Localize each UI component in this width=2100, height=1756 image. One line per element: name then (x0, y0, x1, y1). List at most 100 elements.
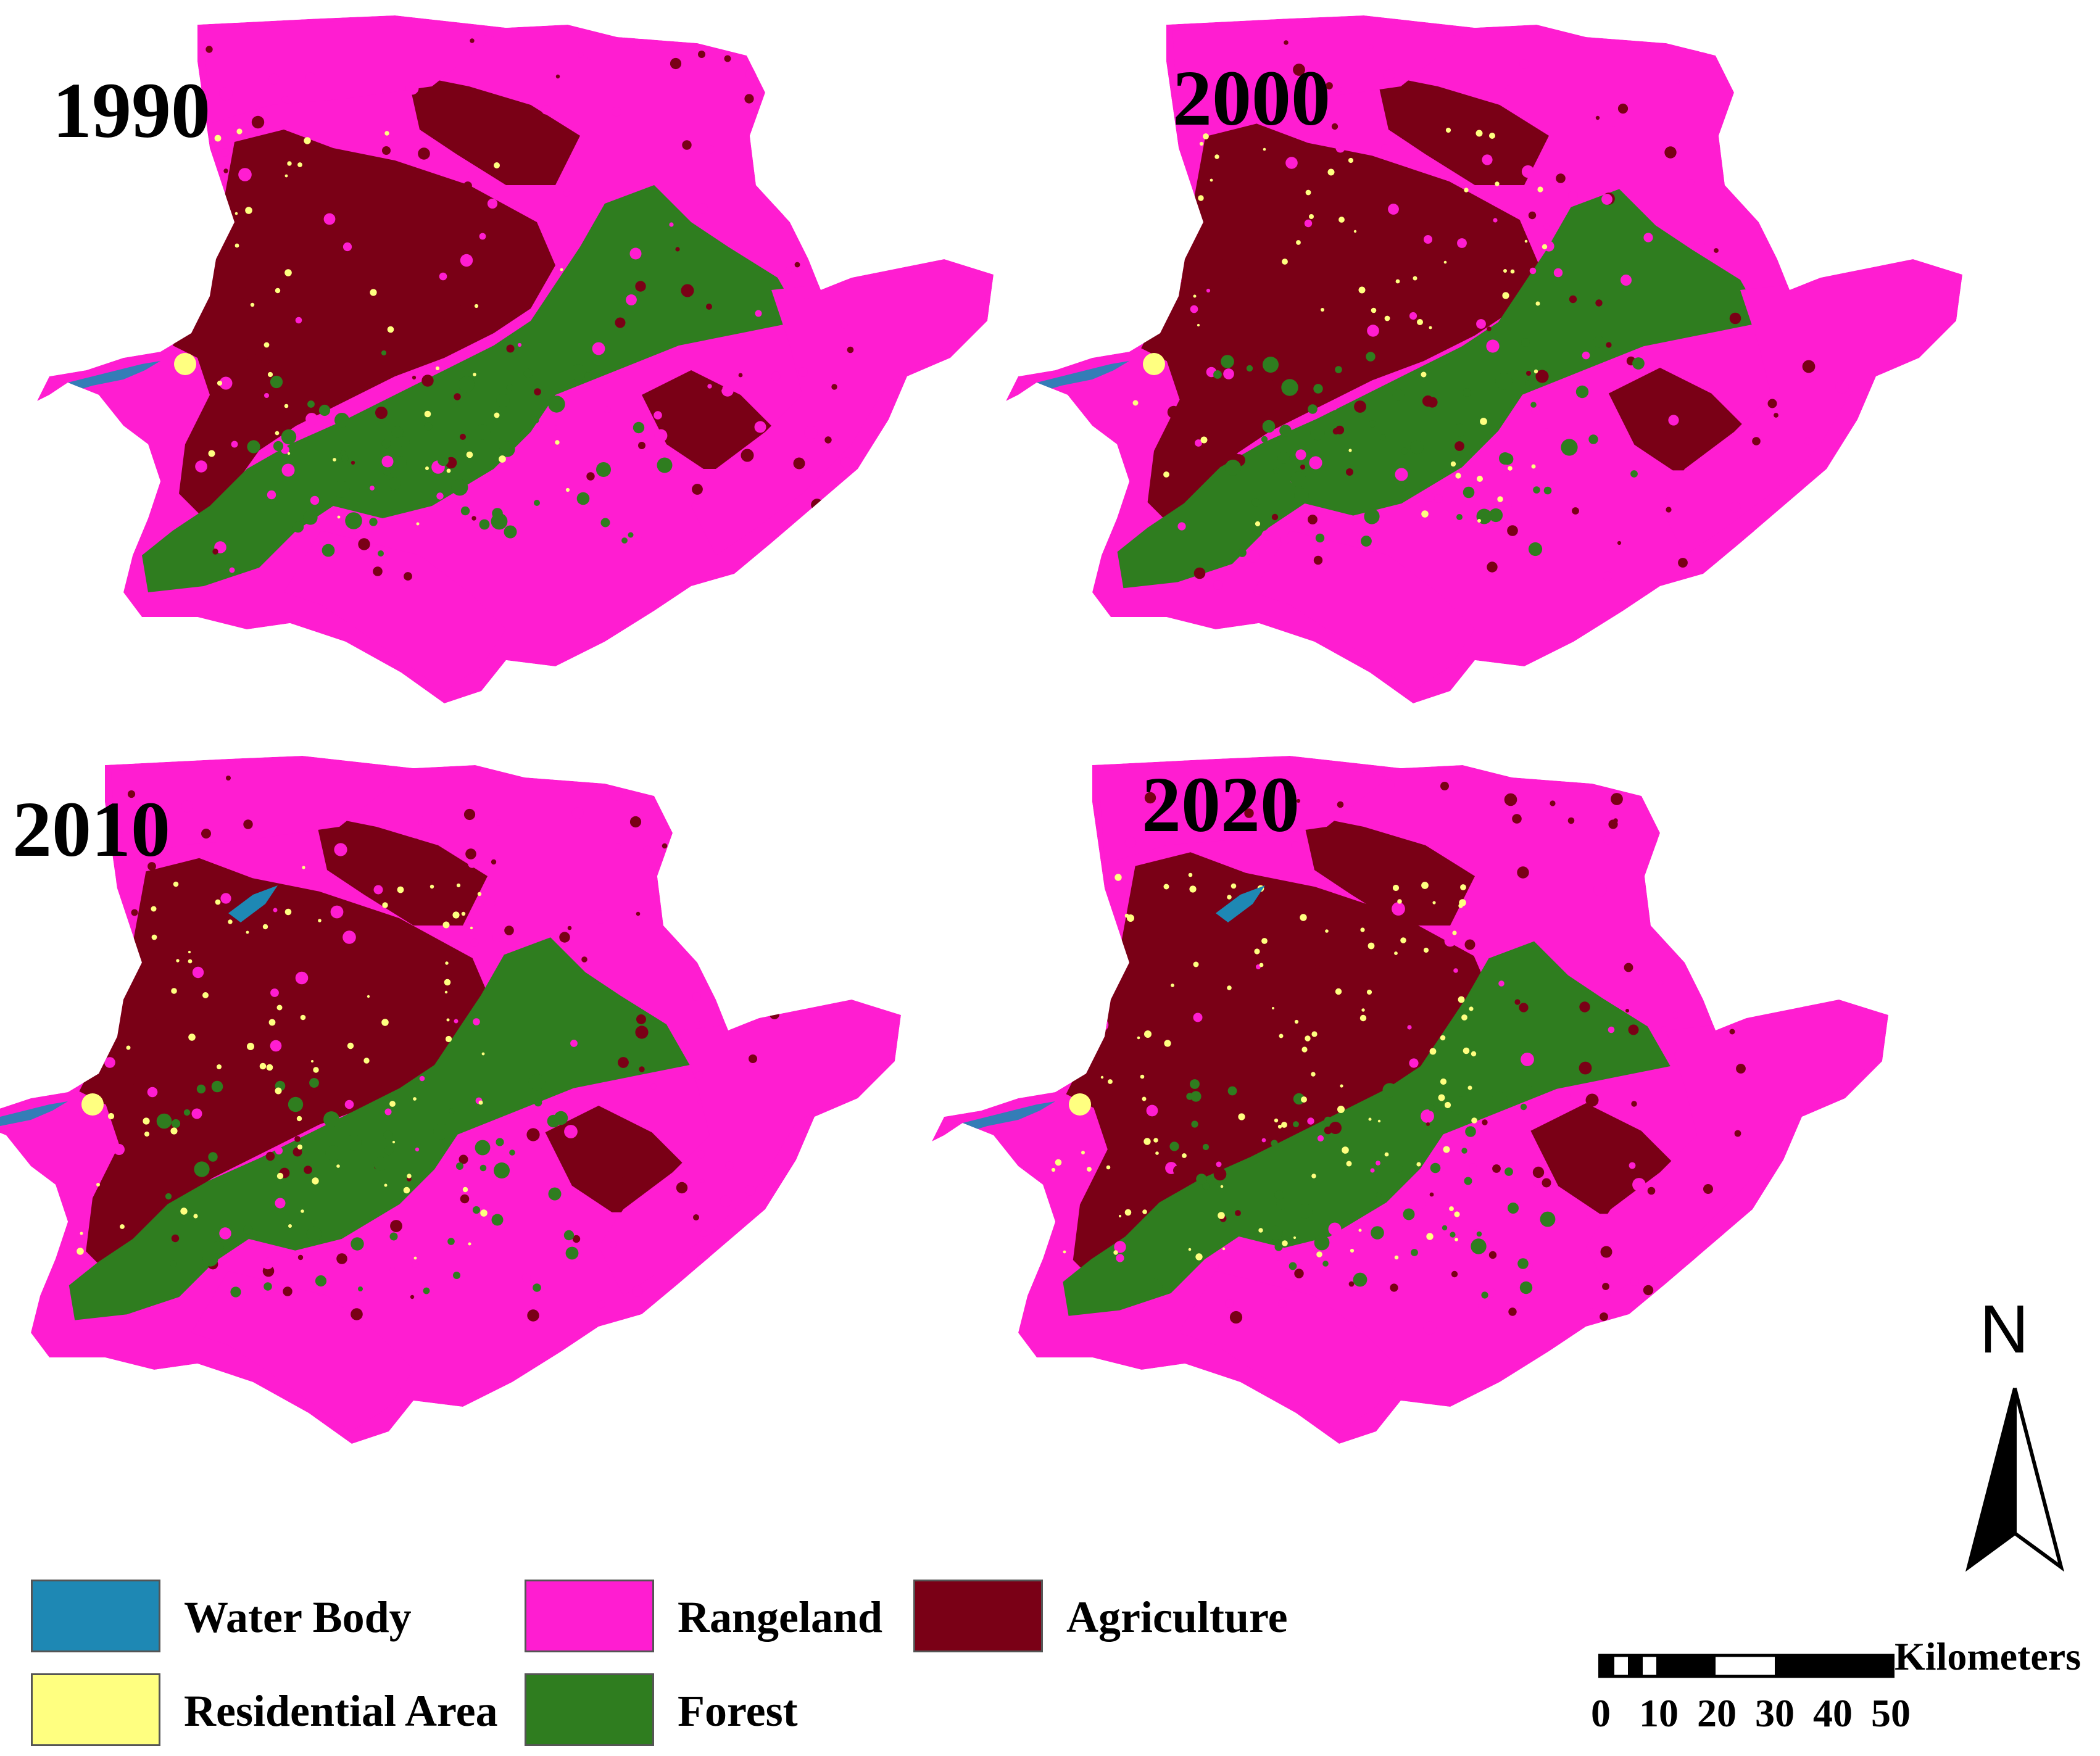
landcover-patch (1314, 964, 1321, 970)
agriculture-area (1141, 123, 1539, 528)
forest-patch (600, 518, 610, 528)
landcover-patch (718, 924, 728, 934)
residential-patch (1395, 279, 1400, 284)
scale-tick-30: 30 (1755, 1691, 1795, 1735)
landcover-patch (1654, 937, 1663, 945)
landcover-patch (483, 897, 496, 909)
residential-patch (80, 906, 86, 912)
landcover-patch (1656, 837, 1669, 851)
landcover-patch (745, 68, 757, 80)
landcover-patch (382, 146, 391, 155)
landcover-patch (131, 909, 138, 916)
residential-patch (1397, 899, 1402, 904)
landcover-patch (205, 46, 213, 53)
landcover-patch (1835, 380, 1849, 394)
residential-patch (1142, 1096, 1147, 1101)
forest-patch (1453, 423, 1466, 437)
landcover-patch (567, 926, 572, 930)
landcover-patch (289, 1028, 300, 1039)
landcover-patch (1543, 223, 1550, 230)
forest-patch (1464, 1177, 1472, 1185)
forest-patch (1481, 1291, 1488, 1299)
residential-patch (1081, 1151, 1085, 1154)
landcover-patch (436, 492, 444, 500)
landcover-patch (555, 74, 560, 79)
residential-patch (247, 1043, 254, 1050)
landcover-patch (181, 800, 193, 813)
landcover-patch (1611, 793, 1623, 805)
legend-label-water-body: Water Body (184, 1592, 412, 1642)
residential-patch (1361, 1008, 1365, 1012)
rangeland-area (1179, 1271, 1401, 1431)
landcover-patch (268, 73, 280, 85)
residential-patch (1421, 510, 1429, 518)
residential-patch (1301, 1096, 1307, 1103)
residential-patch (1305, 189, 1311, 196)
residential-patch (1182, 1153, 1187, 1158)
landcover-patch (1422, 395, 1434, 407)
residential-patch (1114, 874, 1122, 881)
landcover-patch (804, 296, 809, 301)
landcover-patch (1501, 500, 1512, 511)
residential-patch (180, 1207, 188, 1215)
residential-patch (1377, 1119, 1381, 1123)
forest-patch (584, 372, 592, 379)
residential-patch (1454, 1211, 1460, 1217)
landcover-patch (1675, 79, 1680, 84)
residential-patch (1440, 1078, 1447, 1085)
residential-patch (1368, 1117, 1372, 1121)
residential-patch (1137, 1036, 1140, 1040)
residential-patch (1477, 519, 1481, 523)
landcover-patch (1734, 1130, 1741, 1137)
forest-patch (270, 375, 283, 389)
residential-patch (1467, 1085, 1472, 1090)
residential-patch (1480, 418, 1487, 425)
landcover-patch (1193, 410, 1206, 422)
landcover-patch (373, 566, 383, 576)
landcover-patch (1309, 456, 1322, 470)
residential-patch (1188, 1248, 1192, 1251)
forest-patch (596, 462, 611, 477)
residential-patch (193, 1214, 198, 1219)
landcover-patch (1444, 935, 1456, 947)
landcover-patch (1787, 531, 1799, 543)
landcover-patch (470, 38, 475, 43)
forest-patch (458, 376, 475, 393)
landcover-patch (1457, 238, 1467, 248)
landcover-patch (1687, 1256, 1701, 1270)
landcover-patch (1774, 413, 1778, 418)
residential-patch (333, 458, 336, 462)
forest-patch (1364, 508, 1380, 524)
forest-patch (499, 441, 515, 457)
residential-patch (1469, 1006, 1474, 1011)
forest-patch (504, 525, 517, 539)
rangeland-area (1172, 19, 1463, 123)
landcover-patch (496, 819, 502, 826)
landcover-patch (725, 1161, 734, 1170)
residential-patch (217, 380, 223, 386)
residential-patch (84, 1029, 88, 1032)
agriculture-area (315, 814, 488, 926)
residential-patch (1535, 301, 1540, 306)
landcover-patch (347, 209, 352, 214)
landcover-patch (1110, 1087, 1120, 1097)
landcover-patch (223, 168, 228, 173)
landcover-patch (492, 934, 501, 942)
landcover-patch (1703, 1184, 1713, 1194)
residential-center (174, 353, 196, 375)
residential-patch (1254, 948, 1260, 955)
forest-patch (1315, 533, 1325, 543)
landcover-patch (405, 81, 419, 95)
landcover-patch (273, 908, 278, 913)
landcover-patch (236, 286, 249, 299)
landcover-patch (1225, 1299, 1234, 1308)
agriculture-area (1066, 852, 1495, 1288)
forest-patch (533, 1283, 541, 1292)
landcover-patch (1789, 85, 1795, 91)
landcover-patch (1526, 371, 1531, 376)
residential-patch (287, 161, 292, 166)
landcover-patch (1804, 98, 1814, 108)
residential-patch (276, 1172, 284, 1180)
residential-patch (1471, 1051, 1477, 1057)
landcover-patch (1124, 836, 1137, 848)
